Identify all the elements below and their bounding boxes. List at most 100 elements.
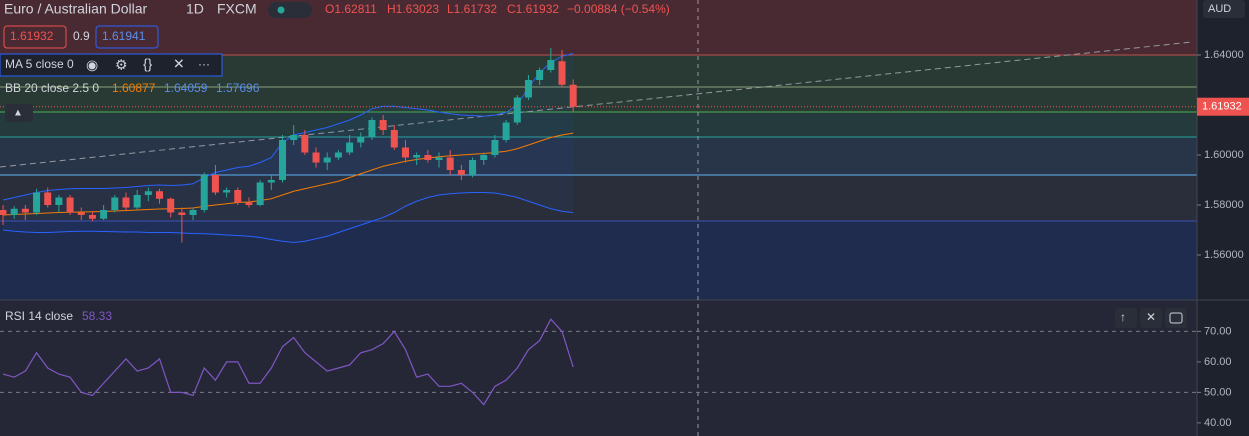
status-badge[interactable] (268, 2, 312, 18)
candle-body (200, 175, 208, 210)
bb-upper-value: 1.64059 (164, 81, 208, 95)
price-label-bg (1197, 97, 1249, 116)
y-tick-label: 50.00 (1204, 386, 1232, 398)
candle-body (33, 192, 41, 213)
candle-body (357, 137, 365, 143)
collapse-icon[interactable]: ▲ (13, 108, 23, 119)
candle-body (469, 160, 477, 175)
legend-low: L1.61732 (447, 2, 497, 16)
zone (0, 175, 1197, 221)
candle-body (245, 202, 253, 205)
candle-body (379, 120, 387, 130)
candle-body (189, 210, 197, 215)
collapse-button[interactable] (5, 104, 33, 122)
zone (0, 137, 1197, 175)
y-tick-label: 1.58000 (1204, 199, 1244, 211)
candle-body (457, 170, 465, 175)
candle-body (167, 198, 175, 213)
candle-body (0, 210, 7, 215)
bb-lower-value: 1.57696 (216, 81, 260, 95)
legend-close: C1.61932 (507, 2, 559, 16)
sell-price[interactable]: 1.61932 (10, 29, 54, 43)
bb-fill (3, 53, 574, 243)
maximize-button[interactable] (1165, 308, 1187, 328)
candle-body (178, 212, 186, 215)
candle-body (390, 130, 398, 148)
candle-body (312, 152, 320, 163)
candle-body (480, 155, 488, 160)
bb-upper (2, 53, 574, 201)
y-tick-label: 60.00 (1204, 356, 1232, 368)
interval: 1D (186, 1, 204, 17)
candle-body (88, 215, 96, 219)
sell-button[interactable] (3, 25, 67, 49)
candle-body (401, 147, 409, 158)
candle-body (256, 182, 264, 205)
ma-label: MA 5 close 0 (5, 57, 74, 71)
candle-body (133, 195, 141, 208)
candle-body (424, 155, 432, 160)
candle-body (234, 190, 242, 203)
candle-body (413, 155, 421, 158)
candle-body (536, 70, 544, 80)
bb-basis-value: 1.60877 (112, 81, 156, 95)
legend-open: O1.62811 (325, 2, 377, 16)
candle-body (44, 192, 52, 205)
candle-body (10, 208, 18, 215)
candle-body (223, 190, 231, 193)
y-tick-label: 70.00 (1204, 325, 1232, 337)
candle-body (144, 191, 152, 195)
ma-legend-box[interactable] (0, 53, 223, 77)
y-tick-label: 1.56000 (1204, 249, 1244, 261)
candle-body (301, 135, 309, 153)
settings-icon[interactable]: ⚙ (115, 57, 128, 73)
price-label: 1.61932 (1202, 101, 1242, 113)
bb-label: BB 20 close 2.5 0 (5, 81, 99, 95)
candle-body (547, 60, 555, 70)
candle-body (77, 212, 85, 215)
candle-body (122, 197, 130, 208)
candle-body (491, 140, 499, 155)
rsi-value: 58.33 (82, 309, 112, 323)
candle-body (55, 197, 63, 205)
candle-body (502, 122, 510, 140)
bb-basis (2, 132, 574, 216)
y-tick-label: 40.00 (1204, 417, 1232, 429)
move-up-button[interactable] (1115, 308, 1137, 328)
candle-body (368, 120, 376, 138)
source-icon[interactable]: {} (143, 56, 153, 72)
currency[interactable]: AUD (1208, 3, 1231, 15)
close-pane-icon[interactable]: ✕ (1146, 310, 1156, 324)
maximize-icon[interactable] (1169, 312, 1183, 324)
candle-body (346, 142, 354, 153)
legend-high: H1.63023 (387, 2, 439, 16)
currency-button[interactable] (1203, 0, 1245, 18)
more-icon[interactable]: ··· (198, 57, 210, 71)
status-dot (277, 6, 285, 14)
y-tick-label: 1.64000 (1204, 49, 1244, 61)
zone (0, 221, 1197, 300)
source: FXCM (217, 1, 257, 17)
candle-body (569, 84, 577, 107)
candle-body (513, 97, 521, 123)
remove-icon[interactable]: ✕ (173, 56, 185, 72)
candle-body (435, 157, 443, 160)
candle-body (290, 135, 298, 140)
candle-body (334, 152, 342, 158)
candle-body (156, 191, 164, 199)
symbol-title: Euro / Australian Dollar (4, 1, 148, 17)
candle-body (524, 80, 532, 98)
close-pane-button[interactable] (1140, 308, 1162, 328)
move-up-icon[interactable]: ↑ (1120, 310, 1126, 324)
eye-icon[interactable]: ◉ (86, 57, 98, 73)
y-tick-label: 1.60000 (1204, 149, 1244, 161)
candle-body (111, 197, 119, 210)
candle-body (100, 210, 108, 219)
rsi-label: RSI 14 close (5, 309, 73, 323)
bb-lower (2, 192, 574, 244)
buy-price[interactable]: 1.61941 (102, 29, 146, 43)
candle-body (558, 61, 566, 85)
buy-button[interactable] (95, 25, 159, 49)
candle-body (323, 157, 331, 163)
